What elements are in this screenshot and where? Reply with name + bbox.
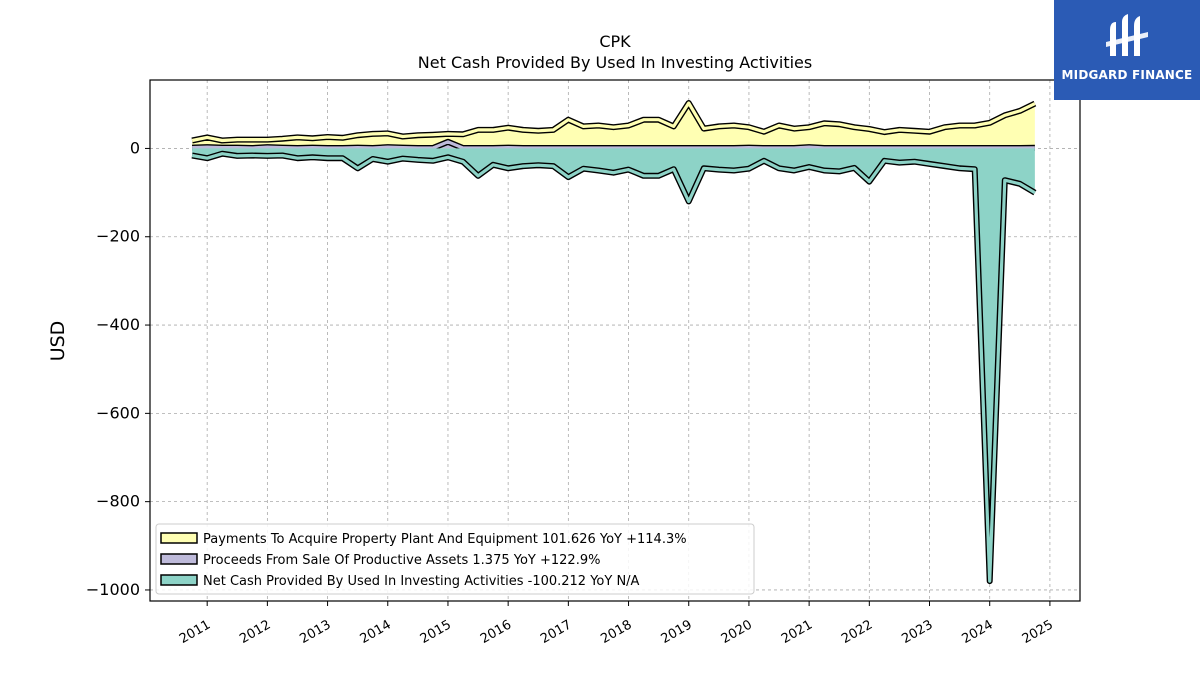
x-tick-label: 2018 bbox=[598, 617, 634, 647]
x-tick-label: 2011 bbox=[177, 617, 213, 647]
x-tick-label: 2015 bbox=[418, 617, 454, 647]
legend-label-2: Net Cash Provided By Used In Investing A… bbox=[203, 574, 640, 589]
legend-label-0: Payments To Acquire Property Plant And E… bbox=[203, 532, 687, 547]
chart-title: CPK bbox=[599, 32, 631, 51]
chart-subtitle: Net Cash Provided By Used In Investing A… bbox=[418, 53, 812, 72]
x-tick-label: 2022 bbox=[839, 617, 875, 647]
y-tick-label: 0 bbox=[130, 138, 140, 157]
x-tick-label: 2012 bbox=[237, 617, 273, 647]
x-tick-label: 2020 bbox=[719, 617, 755, 647]
x-tick-label: 2023 bbox=[899, 617, 935, 647]
x-axis-ticks: 2011 2012 2013 2014 2015 2016 2017 2018 2019 2020… bbox=[177, 601, 1056, 647]
legend: Payments To Acquire Property Plant And E… bbox=[155, 523, 755, 595]
brand-logo: MIDGARD FINANCE bbox=[1054, 0, 1200, 100]
legend-swatch-2 bbox=[160, 574, 198, 586]
series-areas bbox=[191, 100, 1037, 585]
plot-frame bbox=[149, 79, 1081, 602]
legend-label-1: Proceeds From Sale Of Productive Assets … bbox=[203, 553, 600, 568]
x-tick-label: 2017 bbox=[538, 617, 574, 647]
y-tick-label: −200 bbox=[96, 227, 140, 246]
brand-logo-icon bbox=[1106, 14, 1148, 56]
y-tick-label: −800 bbox=[96, 492, 140, 511]
x-tick-label: 2014 bbox=[358, 617, 394, 647]
x-tick-label: 2021 bbox=[779, 617, 815, 647]
series-outline-2 bbox=[191, 150, 1037, 585]
legend-swatch-1 bbox=[160, 553, 198, 565]
brand-name: MIDGARD FINANCE bbox=[1061, 68, 1193, 82]
y-tick-label: −1000 bbox=[86, 580, 140, 599]
y-tick-label: −600 bbox=[96, 403, 140, 422]
y-tick-label: −400 bbox=[96, 315, 140, 334]
series-line-1 bbox=[192, 140, 1035, 150]
series-line-0 bbox=[191, 101, 1036, 143]
x-tick-label: 2016 bbox=[478, 617, 514, 647]
x-tick-label: 2025 bbox=[1020, 617, 1056, 647]
y-axis-label: USD bbox=[47, 321, 69, 362]
x-tick-label: 2024 bbox=[960, 617, 996, 647]
legend-box bbox=[155, 523, 755, 595]
x-tick-label: 2019 bbox=[659, 617, 695, 647]
series-area-2 bbox=[192, 148, 1035, 582]
y-axis-ticks: 0 −200 −400 −600 −800 −1000 bbox=[86, 138, 150, 599]
series-line-2 bbox=[191, 152, 1036, 583]
x-tick-label: 2013 bbox=[297, 617, 333, 647]
legend-swatch-0 bbox=[160, 532, 198, 544]
